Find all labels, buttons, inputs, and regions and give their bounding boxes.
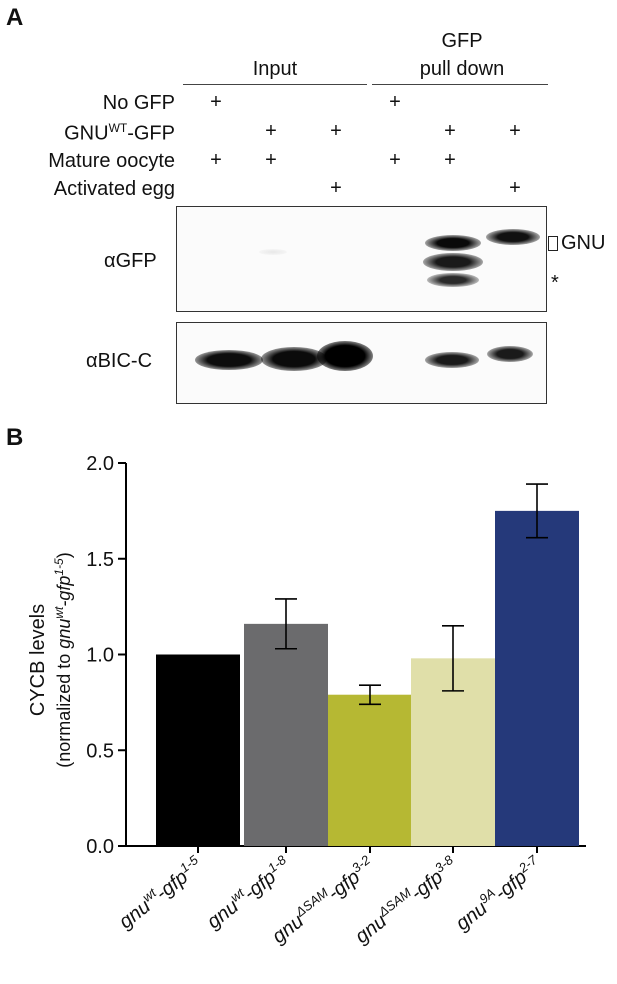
pulldown-group-rule xyxy=(372,84,548,85)
input-group-label: Input xyxy=(252,58,298,80)
band-gfp-lane5-gnu-upper xyxy=(425,235,481,251)
bar-5 xyxy=(495,510,579,846)
gnu-bracket-icon xyxy=(548,236,558,251)
row-label-activated-egg: Activated egg xyxy=(53,178,175,200)
plus-mature-lane2: + xyxy=(265,149,277,171)
band-bicc-lane1 xyxy=(195,350,263,370)
y-tick-label: 0.0 xyxy=(86,836,114,858)
plus-activated-lane3: + xyxy=(330,177,342,199)
y-tick-label: 1.0 xyxy=(86,645,114,667)
band-bicc-lane6 xyxy=(487,346,533,362)
input-group-rule xyxy=(183,84,367,85)
plus-gnu-lane6: + xyxy=(509,120,521,142)
bar-1 xyxy=(156,654,240,846)
band-gfp-lane2-faint xyxy=(259,249,287,255)
y-axis-label: CYCB levels (normalized to gnuwt-gfp1-5) xyxy=(27,552,74,767)
pulldown-group-label-line2: pull down xyxy=(419,58,505,80)
bar-2 xyxy=(244,623,328,846)
row-label-no-gfp: No GFP xyxy=(102,92,175,114)
y-tick-label: 1.5 xyxy=(86,549,114,571)
blot-gfp xyxy=(176,206,547,312)
plus-mature-lane1: + xyxy=(210,149,222,171)
band-bicc-lane5 xyxy=(425,352,479,368)
plus-mature-lane4: + xyxy=(389,149,401,171)
plus-no-gfp-lane1: + xyxy=(210,91,222,113)
x-tick-label-5: gnu9A-gfp2-7 xyxy=(450,852,547,935)
row-label-gnu-wt-gfp: GNUWT-GFP xyxy=(64,121,175,145)
y-tick-label: 0.5 xyxy=(86,740,114,762)
blot-bicc-label: αBIC-C xyxy=(86,350,153,372)
band-gfp-lane6-gnu xyxy=(486,229,540,245)
band-gfp-lane5-star xyxy=(427,273,479,287)
band-bicc-lane2 xyxy=(261,347,327,371)
y-tick-label: 2.0 xyxy=(86,453,114,475)
y-axis-label-line2: (normalized to gnuwt-gfp1-5) xyxy=(52,552,74,767)
blot-bicc xyxy=(176,322,547,404)
plus-gnu-lane5: + xyxy=(444,120,456,142)
plus-gnu-lane2: + xyxy=(265,120,277,142)
plus-no-gfp-lane4: + xyxy=(389,91,401,113)
band-bicc-lane3 xyxy=(317,341,373,371)
plus-activated-lane6: + xyxy=(509,177,521,199)
row-label-mature-oocyte: Mature oocyte xyxy=(48,150,175,172)
plus-mature-lane5: + xyxy=(444,149,456,171)
bar-3 xyxy=(328,694,412,846)
panel-a-letter: A xyxy=(6,4,24,31)
blot-gfp-label: αGFP xyxy=(104,250,157,272)
panel-b-letter: B xyxy=(6,424,24,451)
x-tick-label-1: gnuwt-gfp1-5 xyxy=(113,852,208,934)
plus-gnu-lane3: + xyxy=(330,120,342,142)
gnu-marker-label: GNU xyxy=(561,232,606,254)
star-marker: * xyxy=(551,272,559,294)
band-gfp-lane5-gnu-lower xyxy=(423,253,483,271)
pulldown-group-label-line1: GFP xyxy=(441,30,483,52)
y-axis-label-line1: CYCB levels xyxy=(27,604,49,716)
